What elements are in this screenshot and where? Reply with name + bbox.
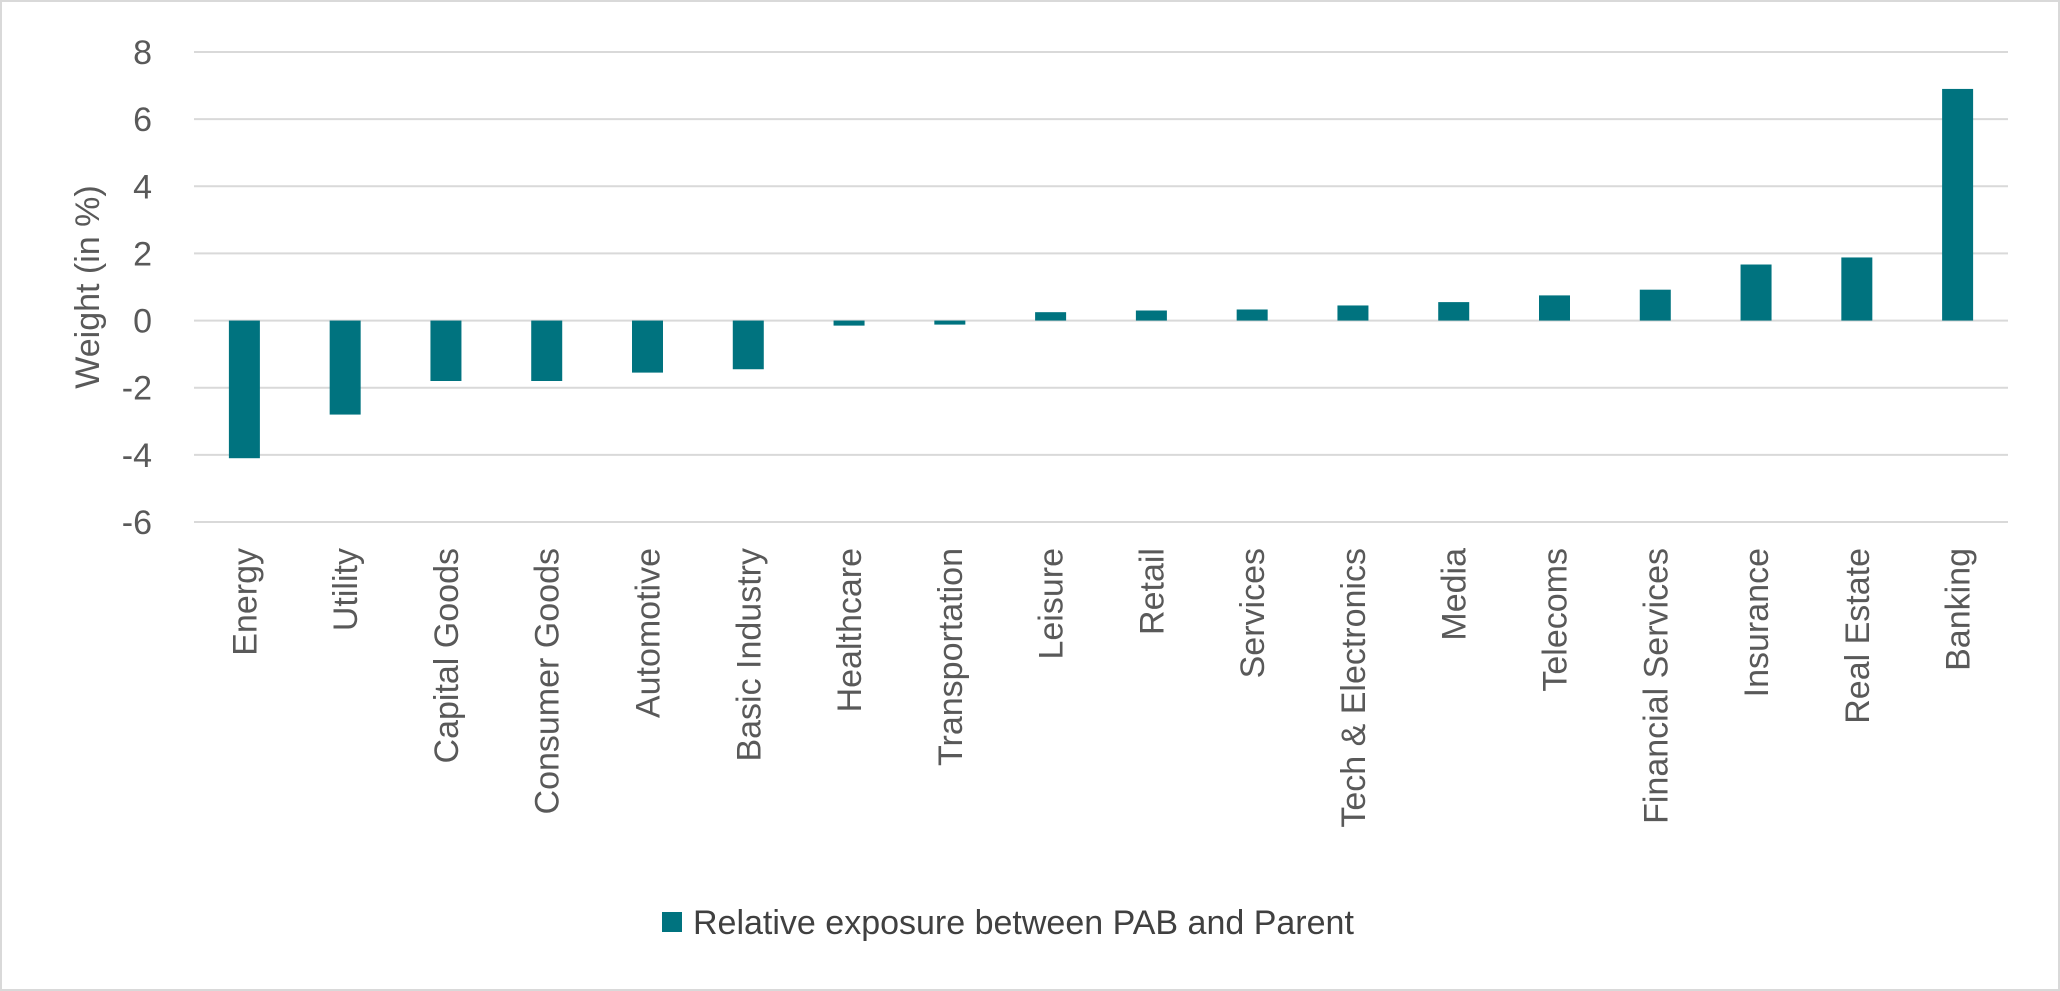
x-tick-label: Utility xyxy=(327,548,365,631)
y-tick-label: 2 xyxy=(133,235,152,273)
y-tick-label: 6 xyxy=(133,101,152,139)
y-tick-label: 4 xyxy=(133,168,152,206)
bar-banking xyxy=(1942,88,1974,321)
legend-label: Relative exposure between PAB and Parent xyxy=(693,904,1354,942)
bar-telecoms xyxy=(1539,295,1570,321)
bar-capital-goods xyxy=(430,320,462,381)
x-tick-label: Banking xyxy=(1940,548,1978,671)
legend-swatch xyxy=(662,912,682,932)
bar-utility xyxy=(329,320,361,415)
y-axis-title: Weight (in %) xyxy=(69,185,107,388)
legend: Relative exposure between PAB and Parent xyxy=(662,904,1354,942)
x-tick-label: Tech & Electronics xyxy=(1335,548,1373,828)
bar-real-estate xyxy=(1841,257,1873,321)
y-tick-label: -4 xyxy=(122,437,152,475)
x-tick-label: Consumer Goods xyxy=(529,548,567,814)
bar-financial-services xyxy=(1639,289,1671,321)
x-tick-label: Leisure xyxy=(1033,548,1071,660)
bar-retail xyxy=(1135,310,1167,321)
x-tick-label: Services xyxy=(1234,548,1272,678)
y-tick-label: 8 xyxy=(133,34,152,72)
bar-media xyxy=(1438,302,1470,321)
bar-consumer-goods xyxy=(531,320,563,381)
bar-tech-electronics xyxy=(1337,305,1369,321)
bars xyxy=(228,88,1974,459)
y-axis-tick-labels: 8 6 4 2 0 -2 -4 -6 xyxy=(122,34,152,542)
y-tick-label: 0 xyxy=(133,303,152,341)
x-axis-category-labels: Energy Utility Capital Goods Consumer Goods… xyxy=(226,548,1977,828)
bar-insurance xyxy=(1740,264,1772,321)
bar-basic-industry xyxy=(732,320,764,370)
bar-energy xyxy=(228,320,260,459)
x-tick-label: Energy xyxy=(226,548,264,656)
y-tick-label: -6 xyxy=(122,504,152,542)
bar-healthcare xyxy=(833,320,865,326)
x-tick-label: Insurance xyxy=(1738,548,1776,697)
x-tick-label: Media xyxy=(1436,548,1474,641)
x-tick-label: Retail xyxy=(1133,548,1171,635)
x-tick-label: Financial Services xyxy=(1637,548,1675,824)
bar-automotive xyxy=(632,320,663,373)
bar-transportation xyxy=(934,320,966,325)
x-tick-label: Telecoms xyxy=(1537,548,1575,692)
x-tick-label: Transportation xyxy=(932,548,970,766)
gridlines xyxy=(194,51,2008,523)
bar-leisure xyxy=(1035,312,1067,321)
y-tick-label: -2 xyxy=(122,370,152,408)
x-tick-label: Automotive xyxy=(630,548,668,718)
bar-services xyxy=(1236,309,1268,321)
x-tick-label: Capital Goods xyxy=(428,548,466,763)
x-tick-label: Healthcare xyxy=(831,548,869,712)
x-tick-label: Basic Industry xyxy=(730,548,768,762)
x-tick-label: Real Estate xyxy=(1839,548,1877,724)
